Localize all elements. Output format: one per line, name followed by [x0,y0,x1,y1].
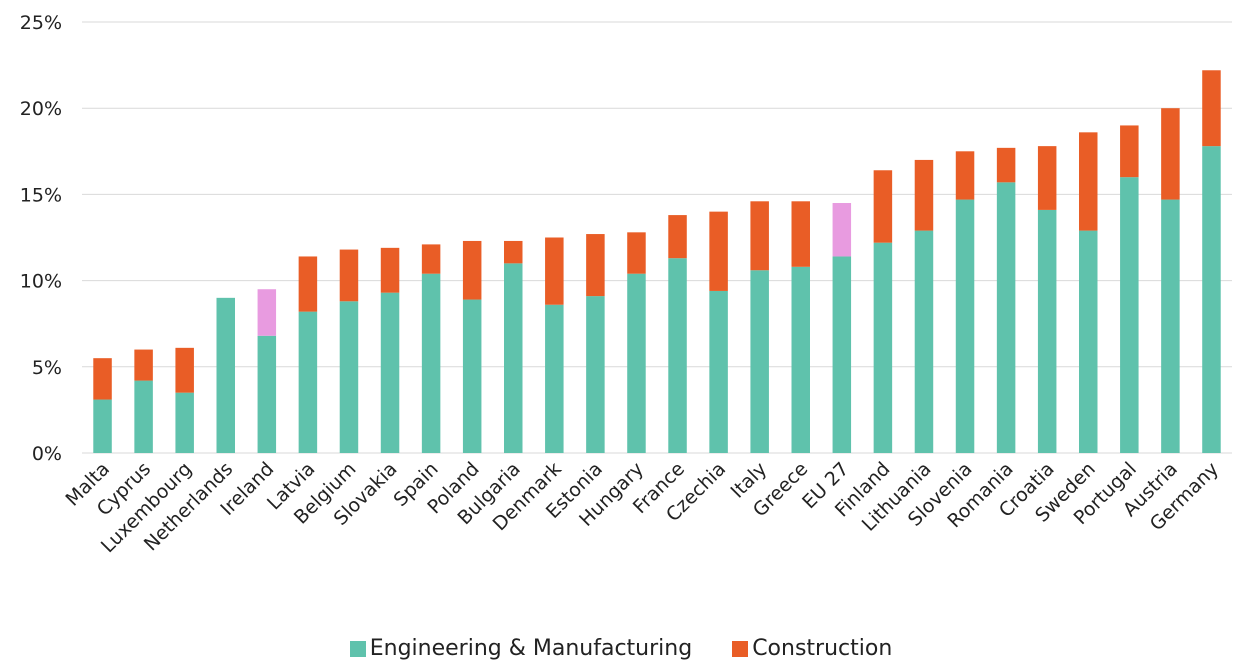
bar-segment-construction [339,249,359,302]
bar-segment-construction [380,247,400,293]
legend-swatch-engineering [349,640,366,657]
bar-segment-engineering [996,182,1016,453]
bar-segment-engineering [257,335,277,453]
bar-segment-engineering [791,266,810,453]
bar-segment-engineering [832,256,852,453]
bars [93,70,1221,454]
legend-item-engineering: Engineering & Manufacturing [349,636,693,661]
bar-segment-construction [93,358,112,400]
bar-segment-construction [832,203,852,257]
bar-segment-construction [504,240,523,264]
gridlines [82,21,1232,454]
y-tick-label: 20% [20,98,62,120]
bar-segment-construction [134,349,153,381]
y-tick-label: 5% [32,357,62,379]
bar-segment-engineering [504,263,523,453]
bar-segment-engineering [462,299,482,453]
bar-segment-engineering [1079,230,1098,453]
bar-segment-construction [421,244,441,274]
bar-segment-construction [914,159,934,231]
y-tick-label: 25% [20,12,62,34]
bar-segment-engineering [545,304,564,453]
bar-segment-engineering [914,230,934,453]
y-axis-tick-labels: 0% 5% 10% 15% 20% 25% [20,12,62,465]
legend-swatch-construction [732,640,749,657]
bar-segment-engineering [380,292,400,453]
bar-segment-construction [668,215,687,259]
bar-segment-construction [1161,108,1180,200]
y-tick-label: 10% [20,271,62,293]
bar-segment-construction [545,237,564,305]
bar-segment-engineering [1037,209,1057,453]
bar-segment-construction [955,151,975,200]
legend-label-engineering: Engineering & Manufacturing [369,636,693,661]
bar-segment-construction [1037,146,1057,210]
bar-segment-engineering [750,270,769,453]
bar-segment-construction [873,170,893,243]
bar-segment-construction [750,201,769,271]
bar-segment-engineering [1120,177,1139,453]
bar-segment-construction [627,232,646,274]
bar-segment-engineering [175,392,194,453]
bar-segment-construction [175,347,194,393]
bar-segment-engineering [93,399,112,453]
y-tick-label: 0% [32,443,62,465]
bar-segment-engineering [1202,146,1221,454]
bar-segment-engineering [134,380,153,453]
bar-segment-construction [1079,132,1098,231]
bar-segment-engineering [709,290,728,453]
bar-segment-construction [298,256,318,312]
bar-segment-engineering [955,199,975,453]
bar-segment-construction [462,240,482,300]
bar-segment-engineering [1161,199,1180,453]
bar-segment-engineering [298,311,318,453]
y-tick-label: 15% [20,184,62,206]
legend: Engineering & Manufacturing Construction [0,636,1242,661]
bar-segment-construction [1202,70,1221,147]
stacked-bar-chart: 0% 5% 10% 15% 20% 25% MaltaCyprusLuxembourgNe… [20,12,1232,557]
bar-segment-construction [586,234,605,297]
legend-label-construction: Construction [752,636,893,661]
bar-segment-engineering [216,297,235,453]
bar-segment-construction [1120,125,1139,178]
legend-item-construction: Construction [732,636,892,661]
bar-segment-engineering [873,242,893,453]
bar-segment-construction [996,147,1016,183]
bar-segment-engineering [339,301,359,453]
bar-segment-engineering [627,273,646,453]
bar-segment-construction [709,211,728,291]
x-axis-category-labels: MaltaCyprusLuxembourgNetherlandsIrelandL… [61,458,1223,557]
bar-segment-construction [791,201,810,267]
bar-segment-engineering [421,273,441,453]
bar-segment-construction [257,289,277,336]
bar-segment-engineering [668,258,687,453]
bar-segment-engineering [586,296,605,453]
